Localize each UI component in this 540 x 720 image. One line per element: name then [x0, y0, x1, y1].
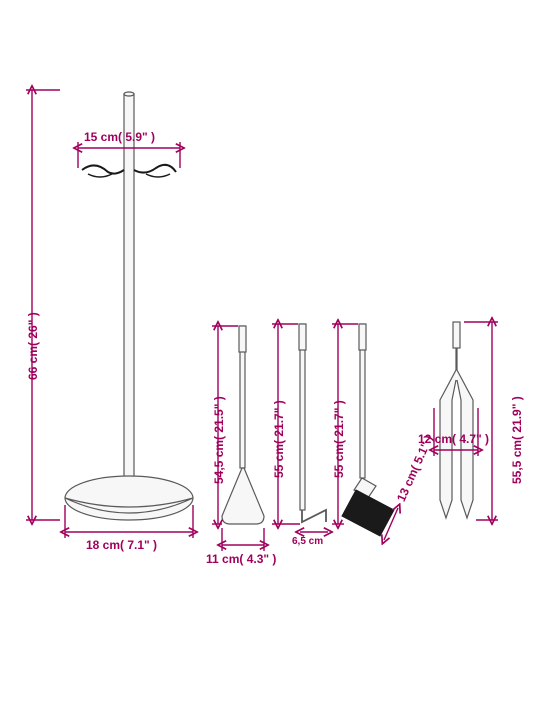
stand-height-label: 66 cm( 26" ) — [26, 312, 40, 380]
stand-top-width-label: 15 cm( 5.9" ) — [84, 130, 155, 144]
diagram-container: 66 cm( 26" ) 15 cm( 5.9" ) 18 cm( 7.1" )… — [0, 0, 540, 720]
shovel-height-label: 54,5 cm( 21.5" ) — [212, 396, 226, 484]
brush-height-label: 55 cm( 21.7" ) — [332, 400, 346, 478]
stand-dimensions — [26, 90, 193, 538]
poker-width-label: 6,5 cm — [292, 536, 323, 547]
shovel-width-label: 11 cm( 4.3" ) — [206, 552, 276, 566]
tongs-drawing — [440, 322, 473, 518]
stand-base-width-label: 18 cm( 7.1" ) — [86, 538, 157, 552]
shovel-drawing — [222, 326, 264, 524]
poker-height-label: 55 cm( 21.7" ) — [272, 400, 286, 478]
tongs-width-label: 12 cm( 4.7" ) — [418, 432, 489, 446]
poker-drawing — [299, 324, 326, 522]
diagram-svg — [0, 0, 540, 720]
stand-drawing — [65, 92, 193, 520]
tongs-height-label: 55,5 cm( 21.9" ) — [510, 396, 524, 484]
brush-drawing — [342, 324, 394, 536]
